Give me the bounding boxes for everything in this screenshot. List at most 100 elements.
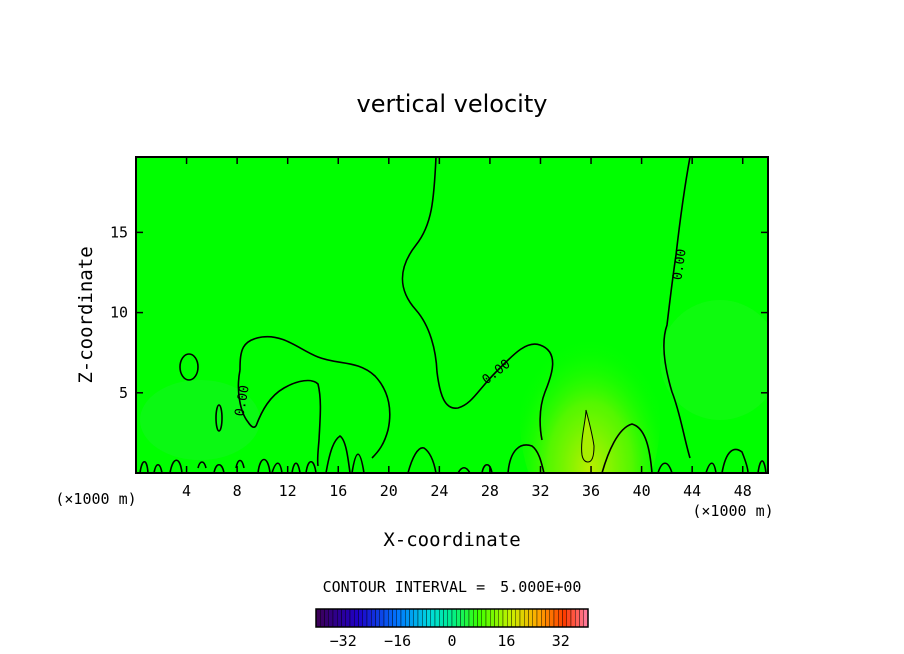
contour-tiny-cell [215, 404, 223, 432]
colorbar-segment [566, 608, 572, 628]
colorbar-segment [481, 608, 487, 628]
contour-positive [581, 409, 595, 463]
colorbar-ticks: −32 −16 0 16 32 [330, 632, 570, 650]
x-tick-label: 40 [633, 482, 651, 500]
x-tick-label: 12 [279, 482, 297, 500]
colorbar-segment [541, 608, 546, 628]
colorbar-segment [494, 608, 499, 628]
colorbar-segment [558, 608, 563, 628]
colorbar-segment [371, 608, 376, 628]
colorbar-segment [575, 608, 580, 628]
colorbar-segment [502, 608, 508, 628]
cool-region-left [140, 380, 260, 460]
x-tick-label: 24 [430, 482, 448, 500]
colorbar-segment [570, 608, 576, 628]
colorbar-segment [507, 608, 512, 628]
x-tick-label: 8 [233, 482, 242, 500]
colorbar-segment [528, 608, 533, 628]
x-axis-ticks: 4 8 12 16 20 24 28 32 36 40 44 48 [182, 157, 752, 500]
colorbar-segment [400, 608, 406, 628]
x-tick-label: 4 [182, 482, 191, 500]
colorbar-tick-label: −32 [330, 632, 357, 650]
colorbar-segment [498, 608, 504, 628]
colorbar-segment [451, 608, 457, 628]
colorbar-segment [430, 608, 436, 628]
contour-trough [401, 157, 554, 441]
colorbar-segment [426, 608, 431, 628]
colorbar-segment [511, 608, 516, 628]
colorbar-segment [434, 608, 440, 628]
y-tick-label: 10 [110, 304, 128, 322]
chart-title: vertical velocity [357, 90, 548, 118]
warm-updraft-region [520, 310, 660, 473]
colorbar-segment [553, 608, 559, 628]
colorbar-segment [375, 608, 380, 628]
colorbar-segment [337, 608, 342, 628]
colorbar-segment [468, 608, 474, 628]
contour-label: 0.00 [233, 384, 253, 417]
x-axis-label: X-coordinate [383, 529, 520, 551]
colorbar-segment [379, 608, 385, 628]
colorbar-segment [349, 608, 355, 628]
colorbar-segment [328, 608, 334, 628]
plot-area [135, 156, 769, 474]
x-tick-label: 44 [683, 482, 701, 500]
plot-frame [135, 156, 769, 474]
colorbar-segment [320, 608, 325, 628]
colorbar-segment [366, 608, 372, 628]
x-tick-label: 16 [329, 482, 347, 500]
x-tick-label: 36 [582, 482, 600, 500]
zero-contours [139, 157, 767, 473]
x-unit-label-right: (×1000 m) [692, 502, 773, 520]
x-unit-label-left: (×1000 m) [55, 490, 136, 508]
colorbar-segment [409, 608, 414, 628]
colorbar-segment [396, 608, 402, 628]
colorbar-segment [388, 608, 393, 628]
colorbar-segment [422, 608, 427, 628]
colorbar-segment [515, 608, 521, 628]
colorbar-tick-label: 32 [552, 632, 570, 650]
x-tick-label: 48 [734, 482, 752, 500]
colorbar-segment [549, 608, 555, 628]
y-axis-label: Z-coordinate [75, 246, 97, 383]
colorbar-segment [464, 608, 470, 628]
colorbar-segment [519, 608, 525, 628]
colorbar-segment [443, 608, 448, 628]
contour-interval-value: 5.000E+00 [500, 578, 581, 596]
colorbar-segment [341, 608, 346, 628]
colorbar-segment [332, 608, 338, 628]
colorbar-segment [447, 608, 453, 628]
contour-left-dome [239, 335, 391, 459]
cool-region-right [660, 300, 768, 420]
x-tick-label: 32 [531, 482, 549, 500]
colorbar-segment [456, 608, 461, 628]
colorbar-segment [536, 608, 542, 628]
colorbar-segment [490, 608, 495, 628]
contour-left-inner [255, 379, 322, 467]
contour-interval-label: CONTOUR INTERVAL = [323, 578, 486, 596]
x-tick-label: 20 [380, 482, 398, 500]
contour-label: 0.00 [670, 248, 689, 281]
colorbar-segment [545, 608, 550, 628]
colorbar-segment [579, 608, 584, 628]
colorbar-segment [362, 608, 368, 628]
y-tick-label: 15 [110, 223, 128, 241]
colorbar-tick-label: −16 [384, 632, 411, 650]
colorbar-segment [477, 608, 482, 628]
colorbar-tick-label: 0 [447, 632, 456, 650]
colorbar-segment [439, 608, 444, 628]
y-axis-ticks: 5 10 15 [110, 223, 768, 402]
colorbar-segment [473, 608, 478, 628]
colorbar-segment [485, 608, 491, 628]
colorbar-segment [532, 608, 538, 628]
colorbar-frame [315, 608, 589, 628]
colorbar-segment [405, 608, 410, 628]
y-tick-label: 5 [119, 384, 128, 402]
colorbar-segment [413, 608, 419, 628]
colorbar [315, 608, 589, 628]
contour-small-cell [179, 353, 199, 381]
x-tick-label: 28 [481, 482, 499, 500]
colorbar-segment [383, 608, 389, 628]
contour-surface-cells [139, 423, 767, 473]
